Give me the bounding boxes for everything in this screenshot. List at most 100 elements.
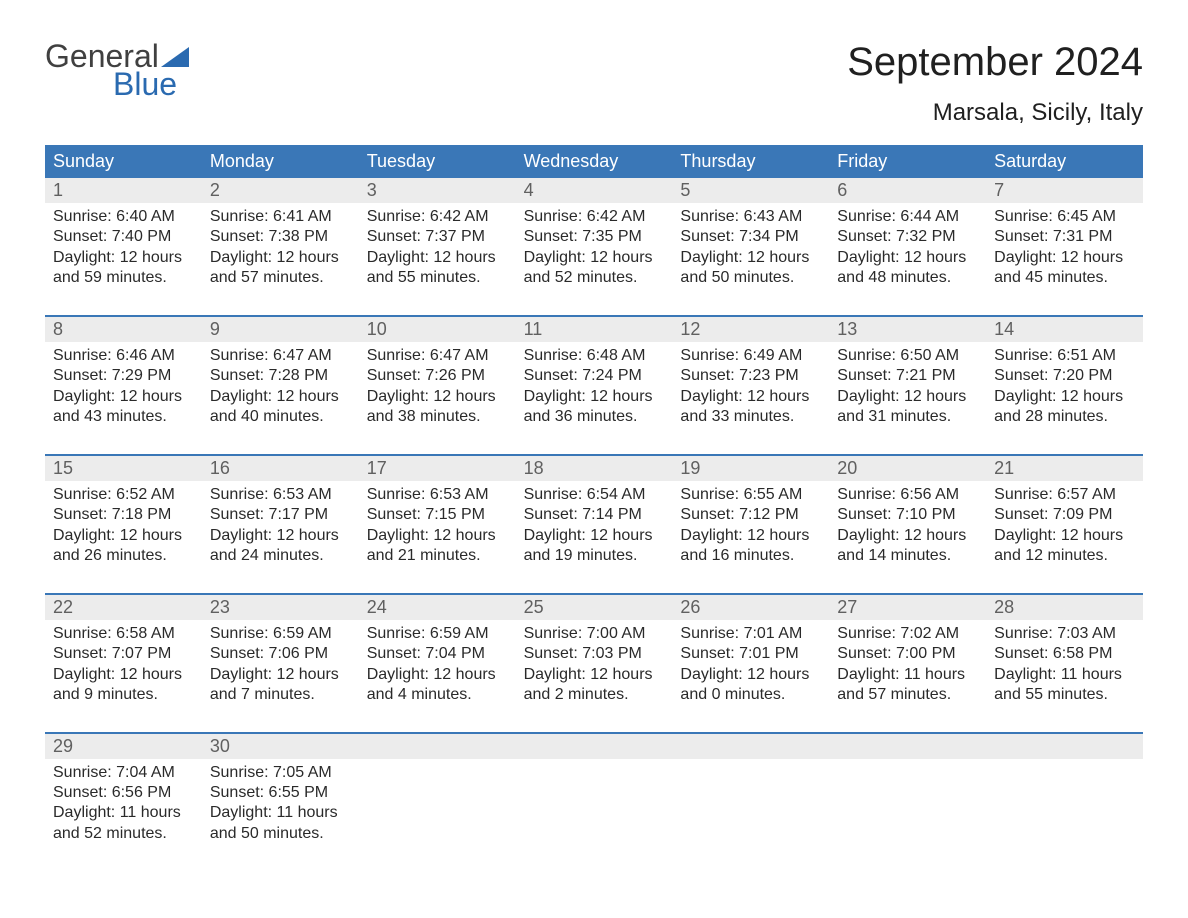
day-cell: Sunrise: 6:42 AMSunset: 7:37 PMDaylight:… bbox=[359, 203, 516, 297]
sunset-text: Sunset: 7:20 PM bbox=[994, 366, 1135, 386]
calendar-week: 22232425262728Sunrise: 6:58 AMSunset: 7:… bbox=[45, 593, 1143, 714]
sunrise-text: Sunrise: 6:52 AM bbox=[53, 485, 194, 505]
daylight-text-1: Daylight: 12 hours bbox=[994, 526, 1135, 546]
day-number bbox=[516, 734, 673, 759]
daylight-text-2: and 16 minutes. bbox=[680, 546, 821, 566]
daylight-text-1: Daylight: 12 hours bbox=[53, 526, 194, 546]
daylight-text-2: and 52 minutes. bbox=[53, 824, 194, 844]
daylight-text-2: and 57 minutes. bbox=[210, 268, 351, 288]
day-label: Thursday bbox=[672, 145, 829, 178]
daylight-text-1: Daylight: 12 hours bbox=[367, 248, 508, 268]
day-cell bbox=[672, 759, 829, 853]
day-number: 23 bbox=[202, 595, 359, 620]
sunrise-text: Sunrise: 6:59 AM bbox=[210, 624, 351, 644]
daylight-text-1: Daylight: 11 hours bbox=[53, 803, 194, 823]
daylight-text-1: Daylight: 12 hours bbox=[367, 665, 508, 685]
sunset-text: Sunset: 7:10 PM bbox=[837, 505, 978, 525]
sunset-text: Sunset: 7:26 PM bbox=[367, 366, 508, 386]
daylight-text-2: and 28 minutes. bbox=[994, 407, 1135, 427]
sunset-text: Sunset: 7:21 PM bbox=[837, 366, 978, 386]
day-number: 7 bbox=[986, 178, 1143, 203]
day-cell: Sunrise: 6:55 AMSunset: 7:12 PMDaylight:… bbox=[672, 481, 829, 575]
sunrise-text: Sunrise: 6:47 AM bbox=[367, 346, 508, 366]
body-row: Sunrise: 6:52 AMSunset: 7:18 PMDaylight:… bbox=[45, 481, 1143, 575]
sunrise-text: Sunrise: 6:56 AM bbox=[837, 485, 978, 505]
sunrise-text: Sunrise: 6:44 AM bbox=[837, 207, 978, 227]
calendar-week: 891011121314Sunrise: 6:46 AMSunset: 7:29… bbox=[45, 315, 1143, 436]
day-cell: Sunrise: 6:46 AMSunset: 7:29 PMDaylight:… bbox=[45, 342, 202, 436]
sunset-text: Sunset: 7:28 PM bbox=[210, 366, 351, 386]
day-number: 25 bbox=[516, 595, 673, 620]
sunset-text: Sunset: 7:01 PM bbox=[680, 644, 821, 664]
day-number bbox=[359, 734, 516, 759]
daylight-text-2: and 12 minutes. bbox=[994, 546, 1135, 566]
sunset-text: Sunset: 7:23 PM bbox=[680, 366, 821, 386]
daylight-text-1: Daylight: 12 hours bbox=[367, 387, 508, 407]
day-number: 14 bbox=[986, 317, 1143, 342]
day-cell: Sunrise: 7:02 AMSunset: 7:00 PMDaylight:… bbox=[829, 620, 986, 714]
day-cell: Sunrise: 6:50 AMSunset: 7:21 PMDaylight:… bbox=[829, 342, 986, 436]
calendar-week: 15161718192021Sunrise: 6:52 AMSunset: 7:… bbox=[45, 454, 1143, 575]
daylight-text-1: Daylight: 12 hours bbox=[210, 248, 351, 268]
daylight-text-1: Daylight: 11 hours bbox=[837, 665, 978, 685]
day-cell bbox=[986, 759, 1143, 853]
day-number: 26 bbox=[672, 595, 829, 620]
day-number: 8 bbox=[45, 317, 202, 342]
day-cell: Sunrise: 6:59 AMSunset: 7:04 PMDaylight:… bbox=[359, 620, 516, 714]
sunrise-text: Sunrise: 7:04 AM bbox=[53, 763, 194, 783]
daylight-text-1: Daylight: 12 hours bbox=[680, 526, 821, 546]
daylight-text-1: Daylight: 11 hours bbox=[210, 803, 351, 823]
sunset-text: Sunset: 7:32 PM bbox=[837, 227, 978, 247]
day-number: 6 bbox=[829, 178, 986, 203]
sunrise-text: Sunrise: 6:40 AM bbox=[53, 207, 194, 227]
sunrise-text: Sunrise: 6:55 AM bbox=[680, 485, 821, 505]
daylight-text-1: Daylight: 12 hours bbox=[680, 665, 821, 685]
sunset-text: Sunset: 7:15 PM bbox=[367, 505, 508, 525]
day-cell: Sunrise: 7:03 AMSunset: 6:58 PMDaylight:… bbox=[986, 620, 1143, 714]
daylight-text-1: Daylight: 12 hours bbox=[524, 387, 665, 407]
day-cell: Sunrise: 6:49 AMSunset: 7:23 PMDaylight:… bbox=[672, 342, 829, 436]
daylight-text-2: and 26 minutes. bbox=[53, 546, 194, 566]
day-cell: Sunrise: 6:59 AMSunset: 7:06 PMDaylight:… bbox=[202, 620, 359, 714]
calendar-week: 2930Sunrise: 7:04 AMSunset: 6:56 PMDayli… bbox=[45, 732, 1143, 853]
daylight-text-2: and 21 minutes. bbox=[367, 546, 508, 566]
calendar-week: 1234567Sunrise: 6:40 AMSunset: 7:40 PMDa… bbox=[45, 178, 1143, 297]
day-cell: Sunrise: 6:53 AMSunset: 7:17 PMDaylight:… bbox=[202, 481, 359, 575]
sunrise-text: Sunrise: 6:42 AM bbox=[367, 207, 508, 227]
sunset-text: Sunset: 7:17 PM bbox=[210, 505, 351, 525]
sunrise-text: Sunrise: 6:42 AM bbox=[524, 207, 665, 227]
logo: General Blue bbox=[45, 40, 189, 100]
body-row: Sunrise: 6:58 AMSunset: 7:07 PMDaylight:… bbox=[45, 620, 1143, 714]
day-cell: Sunrise: 6:41 AMSunset: 7:38 PMDaylight:… bbox=[202, 203, 359, 297]
sunset-text: Sunset: 7:31 PM bbox=[994, 227, 1135, 247]
sunset-text: Sunset: 6:56 PM bbox=[53, 783, 194, 803]
day-cell: Sunrise: 6:40 AMSunset: 7:40 PMDaylight:… bbox=[45, 203, 202, 297]
day-cell: Sunrise: 6:51 AMSunset: 7:20 PMDaylight:… bbox=[986, 342, 1143, 436]
sunset-text: Sunset: 7:14 PM bbox=[524, 505, 665, 525]
day-header-row: Sunday Monday Tuesday Wednesday Thursday… bbox=[45, 145, 1143, 178]
daylight-text-2: and 40 minutes. bbox=[210, 407, 351, 427]
daylight-text-2: and 50 minutes. bbox=[210, 824, 351, 844]
day-label: Monday bbox=[202, 145, 359, 178]
daylight-text-1: Daylight: 11 hours bbox=[994, 665, 1135, 685]
sunrise-text: Sunrise: 6:48 AM bbox=[524, 346, 665, 366]
sunrise-text: Sunrise: 6:41 AM bbox=[210, 207, 351, 227]
sunrise-text: Sunrise: 6:50 AM bbox=[837, 346, 978, 366]
day-number: 29 bbox=[45, 734, 202, 759]
day-number bbox=[986, 734, 1143, 759]
day-number bbox=[672, 734, 829, 759]
sunrise-text: Sunrise: 7:00 AM bbox=[524, 624, 665, 644]
sunset-text: Sunset: 7:12 PM bbox=[680, 505, 821, 525]
daynum-row: 1234567 bbox=[45, 178, 1143, 203]
sunrise-text: Sunrise: 6:58 AM bbox=[53, 624, 194, 644]
sunset-text: Sunset: 6:55 PM bbox=[210, 783, 351, 803]
day-label: Wednesday bbox=[516, 145, 673, 178]
sunset-text: Sunset: 7:34 PM bbox=[680, 227, 821, 247]
day-cell: Sunrise: 6:47 AMSunset: 7:28 PMDaylight:… bbox=[202, 342, 359, 436]
day-number: 20 bbox=[829, 456, 986, 481]
day-number: 11 bbox=[516, 317, 673, 342]
day-number: 27 bbox=[829, 595, 986, 620]
day-number: 17 bbox=[359, 456, 516, 481]
sunset-text: Sunset: 7:06 PM bbox=[210, 644, 351, 664]
sunset-text: Sunset: 7:03 PM bbox=[524, 644, 665, 664]
